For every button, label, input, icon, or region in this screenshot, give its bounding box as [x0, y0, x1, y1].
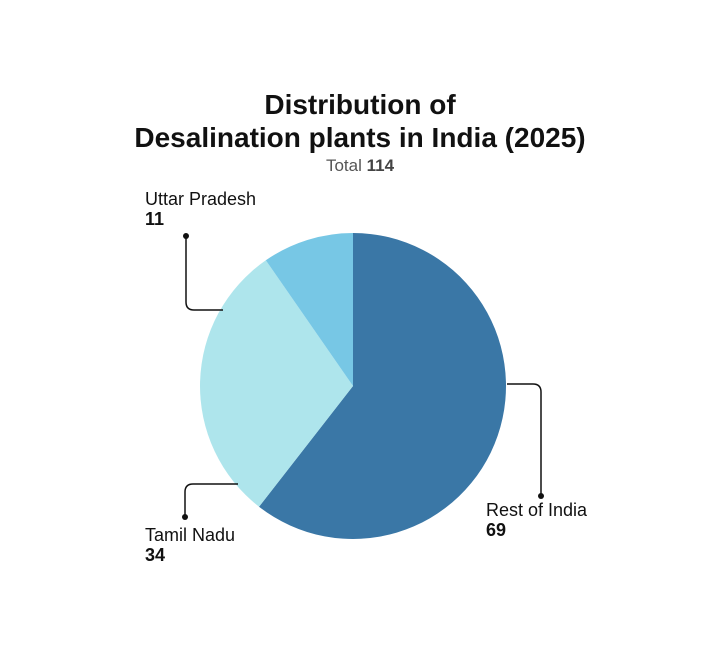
- leader-dot-tamil-nadu: [182, 514, 188, 520]
- callout-rest-of-india: Rest of India 69: [486, 383, 588, 540]
- pie-slices: [200, 233, 507, 539]
- slice-rest-of-india: [259, 233, 507, 539]
- value-rest-of-india: 69: [486, 520, 506, 540]
- leader-dot-uttar-pradesh: [183, 233, 189, 239]
- chart-title-line-1: Distribution of: [264, 89, 456, 120]
- value-tamil-nadu: 34: [145, 545, 165, 565]
- chart-title-line-2: Desalination plants in India (2025): [134, 122, 586, 153]
- leader-dot-rest-of-india: [538, 493, 544, 499]
- value-uttar-pradesh: 11: [145, 209, 164, 229]
- subtitle-prefix: Total: [325, 156, 362, 175]
- leader-line-tamil-nadu: [184, 483, 238, 515]
- slice-tamil-nadu: [200, 260, 353, 507]
- leader-line-uttar-pradesh: [185, 238, 223, 311]
- chart-subtitle: Total 114: [0, 156, 720, 176]
- slice-uttar-pradesh: [265, 233, 353, 386]
- leader-line-rest-of-india-path: [507, 383, 542, 496]
- callout-tamil-nadu: Tamil Nadu 34: [145, 483, 238, 565]
- chart-title: Distribution of Desalination plants in I…: [0, 88, 720, 154]
- subtitle-total: 114: [366, 156, 395, 175]
- callout-uttar-pradesh: Uttar Pradesh 11: [145, 189, 256, 311]
- label-uttar-pradesh: Uttar Pradesh: [145, 189, 256, 209]
- label-tamil-nadu: Tamil Nadu: [145, 525, 235, 545]
- label-rest-of-india: Rest of India: [486, 500, 588, 520]
